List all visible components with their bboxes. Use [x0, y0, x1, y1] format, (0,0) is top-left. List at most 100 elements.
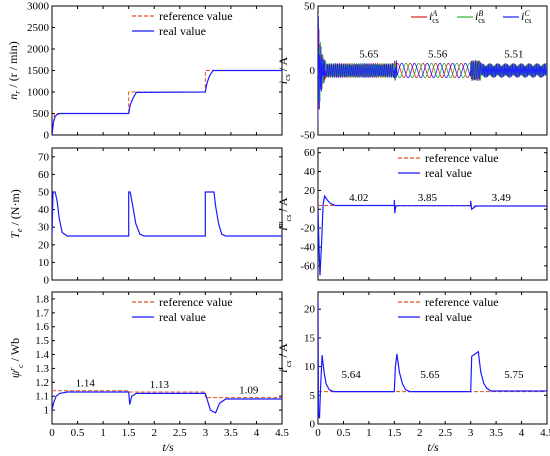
legend-label: iA cs [429, 9, 439, 25]
series-line-i_cs^C [318, 15, 547, 128]
series-line-real-value [52, 391, 282, 414]
y-tick-label: 10 [304, 361, 316, 373]
y-tick-label: 40 [304, 166, 316, 178]
series-group [318, 297, 547, 419]
series-group [52, 390, 282, 414]
plot-area [317, 147, 548, 281]
y-tick-label: -50 [300, 130, 315, 142]
y-tick-label: 1.2 [35, 377, 49, 389]
panel-5: 0 0.5 1 1.5 2 2.5 3 3.5 4 4.5 1 1.1 1.2 1.3 1.4 1.5 1.6 1… [8, 291, 289, 439]
y-tick-label: 30 [38, 222, 50, 234]
annotation-label: 1.13 [150, 379, 170, 391]
x-tick-label: 0.5 [337, 427, 351, 439]
panel-2: -50 0 50 ics / A 5.65 5.56 5.51 iA cs iB cs iC cs [276, 1, 548, 142]
y-tick-label: 60 [38, 169, 50, 181]
y-tick-label: 15 [304, 332, 316, 344]
legend-label: real value [159, 24, 206, 38]
series-group [318, 13, 547, 128]
series-line-reference-value [52, 390, 282, 399]
panel-6: 0 0.5 1 1.5 2 2.5 3 3.5 4 4.5 0 5 10 15 20 itcs / A 5.64… [276, 291, 550, 439]
y-tick-label: 2000 [27, 44, 50, 56]
x-tick-label: 3.5 [224, 427, 238, 439]
y-tick-label: 20 [304, 185, 316, 197]
x-axis-label-left: t/s [162, 440, 174, 454]
y-tick-label: 0 [310, 204, 316, 216]
y-tick-label: 1.1 [35, 391, 49, 403]
x-tick-label: 4 [519, 427, 525, 439]
series-line-real-value [318, 297, 547, 419]
y-tick-label: 1.8 [35, 293, 49, 305]
x-tick-label: 2 [151, 427, 157, 439]
y-tick-label: 0 [310, 65, 316, 77]
series-line-T_e [52, 191, 282, 237]
series-group [52, 69, 282, 135]
annotation-label: 1.09 [239, 384, 259, 396]
series-group [52, 191, 282, 237]
y-tick-label: 1.7 [35, 307, 49, 319]
panel-4: -60 -40 -20 0 20 40 60 imcs / A 4.02 3.85 3.49 refe… [276, 147, 548, 281]
x-tick-label: 4 [254, 427, 260, 439]
plot-area [51, 147, 283, 281]
y-tick-label: 20 [38, 239, 50, 251]
y-tick-label: 1500 [27, 65, 50, 77]
y-axis-label: itcs / A [276, 343, 293, 373]
y-tick-label: 0 [44, 275, 50, 287]
x-tick-label: 1 [366, 427, 372, 439]
legend-label: real value [425, 310, 472, 324]
y-tick-label: 500 [33, 108, 50, 120]
y-tick-label: 0 [310, 419, 316, 431]
y-tick-label: 1.6 [35, 321, 49, 333]
legend-label: reference value [159, 9, 233, 23]
annotation-label: 5.51 [504, 49, 523, 61]
y-tick-label: 50 [304, 1, 316, 13]
legend-label: iC cs [521, 9, 531, 25]
x-tick-label: 0 [315, 427, 321, 439]
x-tick-label: 0.5 [71, 427, 85, 439]
y-tick-label: -40 [300, 242, 315, 254]
y-axis-label: nr / (r / min) [6, 41, 22, 99]
annotation-label: 1.14 [76, 377, 96, 389]
x-tick-label: 0 [49, 427, 55, 439]
legend-label: real value [425, 166, 472, 180]
series-line-reference-value [52, 70, 282, 135]
y-tick-label: 40 [38, 204, 50, 216]
plot-area [51, 291, 283, 425]
y-tick-label: 1000 [27, 87, 50, 99]
y-tick-label: 1 [44, 405, 50, 417]
y-tick-label: -60 [300, 260, 315, 272]
y-tick-label: 0 [44, 130, 50, 142]
series-line-real-value [318, 194, 547, 276]
y-tick-label: 60 [304, 147, 316, 159]
y-tick-label: 50 [38, 187, 50, 199]
y-tick-label: 1.4 [35, 349, 49, 361]
y-axis-label: imcs / A [276, 197, 293, 230]
x-tick-label: 1.5 [387, 427, 401, 439]
panel-3: 0 10 20 30 40 50 60 70 Te / (N·m) [8, 147, 283, 287]
x-tick-label: 3 [203, 427, 209, 439]
x-axis-label-right: t/s [427, 440, 439, 454]
annotation-label: 5.65 [420, 369, 440, 381]
annotation-label: 3.49 [492, 192, 512, 204]
annotation-label: 5.64 [341, 369, 361, 381]
x-tick-label: 2.5 [438, 427, 452, 439]
x-tick-label: 1.5 [122, 427, 136, 439]
legend: iA cs iB cs iC cs [411, 9, 531, 25]
y-tick-label: 70 [38, 151, 50, 163]
annotation-label: 3.85 [418, 192, 438, 204]
legend-label: iB cs [475, 9, 485, 25]
y-tick-label: 2500 [27, 22, 50, 34]
y-tick-label: 1.5 [35, 335, 49, 347]
annotation-label: 5.56 [428, 49, 448, 61]
legend-label: real value [159, 310, 206, 324]
y-tick-label: 5 [310, 390, 316, 402]
x-tick-label: 3 [468, 427, 474, 439]
y-axis-label: ψrc / Wb [8, 338, 25, 378]
x-tick-label: 2.5 [173, 427, 187, 439]
x-tick-label: 1 [100, 427, 106, 439]
